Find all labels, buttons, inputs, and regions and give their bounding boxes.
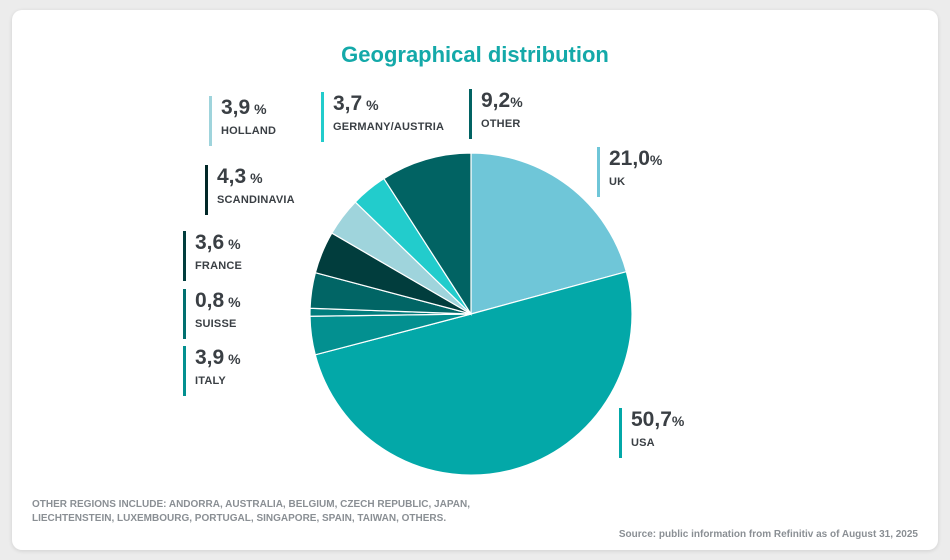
- value-text: 3,9: [221, 96, 251, 119]
- other-regions-footnote: OTHER REGIONS INCLUDE: ANDORRA, AUSTRALI…: [32, 499, 470, 524]
- label-uk: 21,0% UK: [597, 147, 662, 197]
- label-suisse: 0,8 % SUISSE: [183, 289, 241, 339]
- unit-text: %: [362, 97, 379, 113]
- unit-text: %: [250, 101, 267, 117]
- source-note: Source: public information from Refiniti…: [618, 529, 918, 540]
- label-name-scandinavia: SCANDINAVIA: [217, 194, 295, 206]
- label-name-italy: ITALY: [195, 375, 226, 387]
- value-text: 3,6: [195, 231, 225, 254]
- label-name-usa: USA: [631, 437, 655, 449]
- label-value-scandinavia: 4,3 %: [217, 165, 295, 190]
- label-value-france: 3,6 %: [195, 231, 242, 256]
- label-value-uk: 21,0%: [609, 147, 662, 172]
- unit-text: %: [649, 152, 663, 168]
- label-name-holland: HOLLAND: [221, 125, 277, 137]
- label-value-suisse: 0,8 %: [195, 289, 241, 314]
- unit-text: %: [246, 170, 263, 186]
- unit-text: %: [224, 351, 241, 367]
- value-text: 21,0: [609, 147, 650, 170]
- label-name-suisse: SUISSE: [195, 318, 237, 330]
- label-value-other: 9,2%: [481, 89, 523, 114]
- value-text: 3,7: [333, 92, 363, 115]
- label-value-usa: 50,7%: [631, 408, 684, 433]
- label-usa: 50,7% USA: [619, 408, 684, 458]
- label-name-germany-austria: GERMANY/AUSTRIA: [333, 121, 445, 133]
- label-italy: 3,9 % ITALY: [183, 346, 241, 396]
- value-text: 0,8: [195, 289, 225, 312]
- value-text: 4,3: [217, 165, 247, 188]
- value-text: 50,7: [631, 408, 672, 431]
- label-holland: 3,9 % HOLLAND: [209, 96, 276, 146]
- label-name-other: OTHER: [481, 118, 521, 130]
- label-scandinavia: 4,3 % SCANDINAVIA: [205, 165, 295, 215]
- pie-slice-other: [383, 152, 472, 317]
- unit-text: %: [510, 94, 523, 110]
- label-name-uk: UK: [609, 176, 626, 188]
- unit-text: %: [671, 413, 685, 429]
- chart-title: Geographical distribution: [341, 42, 609, 67]
- label-name-france: FRANCE: [195, 260, 243, 272]
- pie-slice-uk: [470, 152, 628, 315]
- unit-text: %: [224, 236, 241, 252]
- pie-slice-usa: [314, 270, 633, 476]
- label-value-holland: 3,9 %: [221, 96, 276, 121]
- label-france: 3,6 % FRANCE: [183, 231, 242, 281]
- label-value-italy: 3,9 %: [195, 346, 241, 371]
- value-text: 9,2: [481, 89, 511, 112]
- label-value-germany-austria: 3,7 %: [333, 92, 444, 117]
- unit-text: %: [224, 294, 241, 310]
- label-other: 9,2% OTHER: [469, 89, 523, 139]
- label-germany-austria: 3,7 % GERMANY/AUSTRIA: [321, 92, 444, 142]
- value-text: 3,9: [195, 346, 225, 369]
